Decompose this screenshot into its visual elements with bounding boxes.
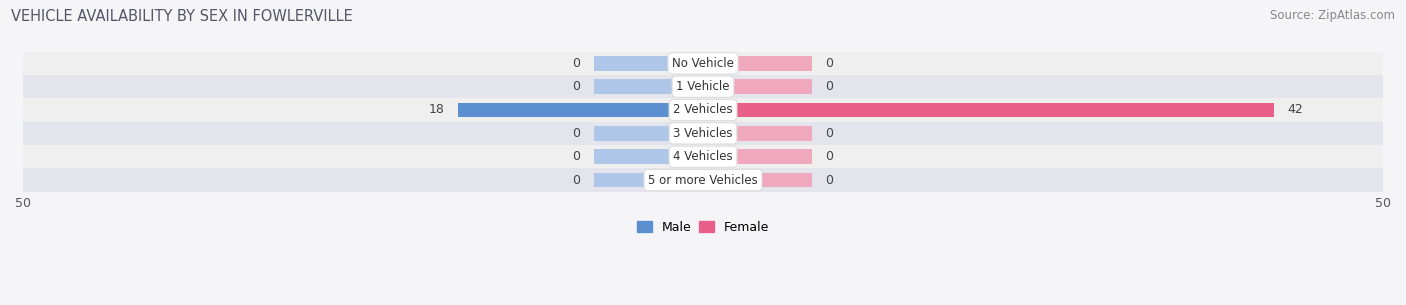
Text: 4 Vehicles: 4 Vehicles — [673, 150, 733, 163]
Bar — [703, 173, 811, 187]
Text: VEHICLE AVAILABILITY BY SEX IN FOWLERVILLE: VEHICLE AVAILABILITY BY SEX IN FOWLERVIL… — [11, 9, 353, 24]
Text: 0: 0 — [825, 57, 834, 70]
Text: 2 Vehicles: 2 Vehicles — [673, 103, 733, 117]
Text: 0: 0 — [572, 150, 581, 163]
Bar — [22, 52, 1384, 75]
Text: 18: 18 — [429, 103, 444, 117]
Text: 1 Vehicle: 1 Vehicle — [676, 80, 730, 93]
Text: 0: 0 — [825, 174, 834, 187]
Text: 0: 0 — [572, 127, 581, 140]
Bar — [22, 98, 1384, 122]
Text: 3 Vehicles: 3 Vehicles — [673, 127, 733, 140]
Text: 0: 0 — [572, 174, 581, 187]
Bar — [595, 149, 703, 164]
Bar — [595, 56, 703, 70]
Text: Source: ZipAtlas.com: Source: ZipAtlas.com — [1270, 9, 1395, 22]
Bar — [595, 79, 703, 94]
Bar — [595, 126, 703, 141]
Text: 5 or more Vehicles: 5 or more Vehicles — [648, 174, 758, 187]
Text: 42: 42 — [1288, 103, 1303, 117]
Bar — [703, 149, 811, 164]
Bar — [22, 145, 1384, 168]
Bar — [458, 103, 703, 117]
Text: 0: 0 — [572, 80, 581, 93]
Bar — [703, 103, 1274, 117]
Legend: Male, Female: Male, Female — [631, 216, 775, 239]
Text: No Vehicle: No Vehicle — [672, 57, 734, 70]
Bar — [22, 122, 1384, 145]
Bar — [22, 75, 1384, 98]
Text: 0: 0 — [825, 80, 834, 93]
Bar — [22, 168, 1384, 192]
Text: 0: 0 — [825, 127, 834, 140]
Text: 0: 0 — [572, 57, 581, 70]
Bar — [703, 126, 811, 141]
Text: 0: 0 — [825, 150, 834, 163]
Bar — [703, 56, 811, 70]
Bar — [703, 79, 811, 94]
Bar — [595, 173, 703, 187]
